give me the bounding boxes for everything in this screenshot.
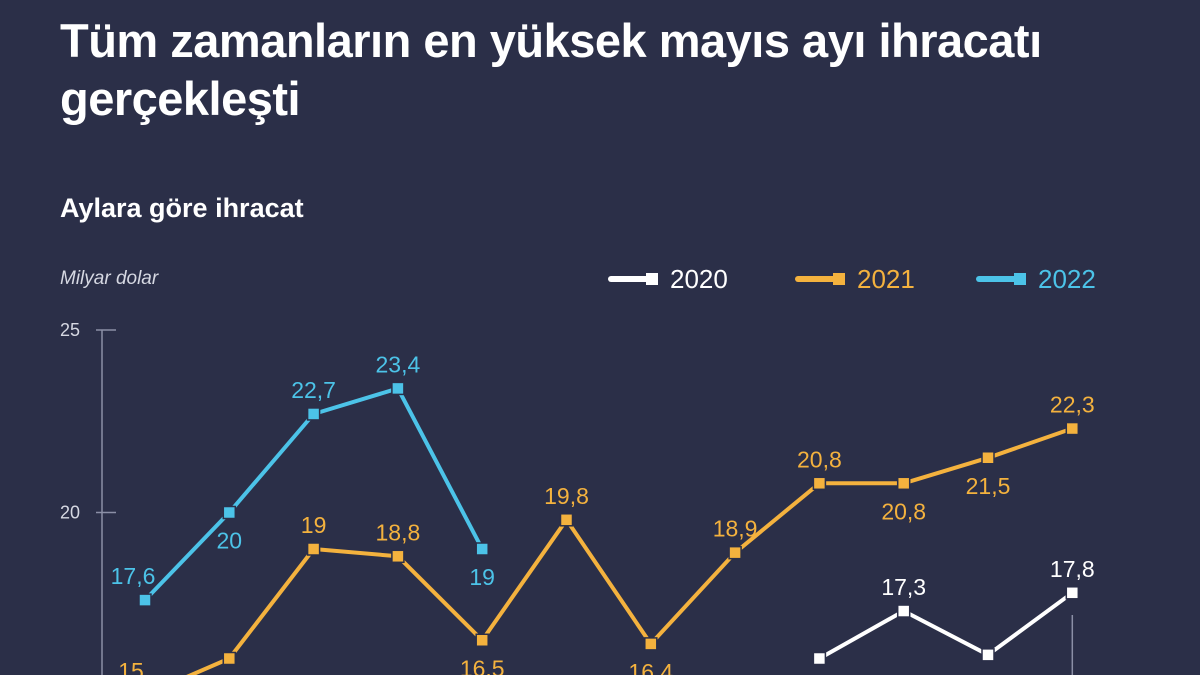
data-label-2022: 23,4 <box>376 351 421 377</box>
chart-subtitle: Aylara göre ihracat <box>60 193 304 223</box>
data-label-2021: 18,9 <box>713 516 758 542</box>
data-point-2021 <box>812 476 827 491</box>
data-label-2021: 16,5 <box>460 655 505 675</box>
data-point-2021 <box>644 637 658 651</box>
data-point-2021 <box>896 476 911 491</box>
data-point-2022 <box>306 407 321 421</box>
y-axis: 25 20 <box>60 320 1074 675</box>
data-label-2021: 20,8 <box>881 498 926 524</box>
data-point-2020 <box>981 648 995 662</box>
legend-swatch-2020 <box>608 273 658 285</box>
legend-item-2020: 2020 <box>608 261 728 297</box>
unit-label: Milyar dolar <box>60 268 159 289</box>
data-label-2022: 17,6 <box>111 563 156 589</box>
legend-swatch-2022 <box>976 273 1026 285</box>
series-line-2021 <box>186 426 1075 675</box>
data-label-2021: 16 <box>217 674 243 675</box>
data-label-2021: 19,8 <box>544 483 589 509</box>
data-point-2022 <box>475 542 489 556</box>
data-label-2020: 17,8 <box>1050 556 1095 582</box>
data-labels: 16 17,3 16,1 17,8 15 16 19 18,8 16,5 19,8 16,4 18,9… <box>111 351 1095 675</box>
data-label-2021: 18,8 <box>376 519 421 545</box>
data-point-2022 <box>391 381 405 396</box>
data-point-2021 <box>728 545 742 560</box>
series-layer <box>138 381 1080 675</box>
data-point-2021 <box>306 542 321 556</box>
legend: 2020 2021 2022 <box>0 261 1200 297</box>
data-label-2021: 16,4 <box>628 659 673 675</box>
data-point-2021 <box>981 451 995 465</box>
data-label-2020: 16,1 <box>966 670 1011 675</box>
data-point-2021 <box>222 651 237 666</box>
data-label-2021: 15 <box>118 658 144 675</box>
legend-label-2020: 2020 <box>670 263 728 294</box>
legend-label-2021: 2021 <box>857 263 915 294</box>
data-label-2020: 16 <box>807 674 833 675</box>
data-label-2021: 22,3 <box>1050 392 1095 418</box>
chart-title: Tüm zamanların en yüksek mayıs ayı ihrac… <box>60 14 1042 125</box>
legend-item-2021: 2021 <box>795 261 915 297</box>
data-point-2022 <box>222 505 237 520</box>
data-label-2022: 20 <box>217 528 243 554</box>
legend-item-2022: 2022 <box>976 261 1096 297</box>
data-point-2022 <box>138 593 152 607</box>
legend-swatch-2021 <box>795 273 845 285</box>
data-label-2021: 20,8 <box>797 446 842 472</box>
data-label-2022: 19 <box>469 564 495 590</box>
data-label-2021: 19 <box>301 512 327 538</box>
y-tick-label: 20 <box>60 503 80 523</box>
data-point-2020 <box>1065 586 1080 600</box>
legend-label-2022: 2022 <box>1038 263 1096 294</box>
data-label-2022: 22,7 <box>291 377 336 403</box>
y-tick-label: 25 <box>60 320 80 340</box>
series-line-2020 <box>817 590 1075 661</box>
data-point-2021 <box>391 549 405 564</box>
data-label-2020: 17,3 <box>881 574 926 600</box>
data-point-2020 <box>896 604 911 618</box>
data-label-2021: 21,5 <box>966 473 1011 499</box>
data-point-2020 <box>812 651 827 666</box>
data-point-2021 <box>475 633 489 647</box>
data-point-2021 <box>559 513 574 527</box>
data-point-2021 <box>1065 421 1080 436</box>
